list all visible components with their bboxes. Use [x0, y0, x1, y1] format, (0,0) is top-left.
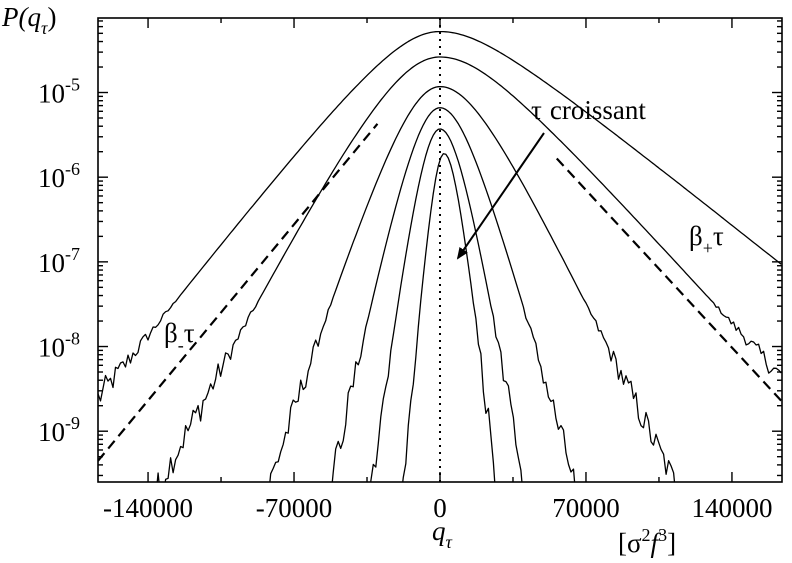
reference-lines-group [98, 123, 782, 462]
x-axis-label-main: q [432, 516, 446, 546]
y-axis-label: P(qτ) [1, 2, 56, 38]
x-tick-label: -70000 [256, 493, 333, 523]
x-axis-unit-mid: f [651, 528, 662, 558]
y-tick-label-base: 10 [38, 248, 65, 278]
x-tick-label: 140000 [691, 493, 772, 523]
y-tick-label-base: 10 [38, 79, 65, 109]
beta-minus-tau: τ [184, 318, 195, 348]
y-tick-label-exponent: -8 [65, 329, 80, 349]
reference-line-beta-minus [98, 123, 379, 462]
x-axis-unit-close: ] [667, 528, 676, 558]
y-tick-label: 10-8 [38, 329, 80, 363]
x-tick-label: 0 [433, 493, 447, 523]
x-axis-label: qτ [432, 516, 453, 552]
beta-plus-beta: β [689, 221, 703, 251]
y-tick-label-base: 10 [38, 163, 65, 193]
y-tick-label-exponent: -6 [65, 159, 80, 179]
beta-plus-tau: τ [713, 221, 724, 251]
x-axis-unit-open: [σ [618, 528, 642, 558]
tau-symbol: τ [531, 95, 542, 125]
beta-plus-sub: + [703, 238, 713, 258]
x-axis-label-sub: τ [446, 532, 453, 552]
y-tick-label: 10-9 [38, 413, 80, 447]
x-tick-label: -140000 [103, 493, 193, 523]
croissant-label: croissant [550, 95, 646, 125]
distribution-curve-3 [269, 85, 676, 482]
y-tick-label: 10-6 [38, 159, 80, 193]
y-tick-label-base: 10 [38, 333, 65, 363]
reference-line-beta-plus [555, 157, 782, 403]
x-tick-label: 70000 [552, 493, 620, 523]
y-tick-label: 10-5 [38, 75, 80, 109]
beta-minus-beta: β [164, 318, 178, 348]
distribution-curve-4 [331, 107, 576, 482]
y-tick-label-exponent: -7 [65, 244, 80, 264]
y-axis-label-main: P(q [1, 2, 41, 32]
y-axis-label-close: ) [47, 2, 56, 32]
ticks-group: -140000 -70000 0 70000 14000010-510-610-710-… [38, 18, 782, 523]
beta-minus-annotation: β-τ [164, 318, 195, 355]
beta-plus-annotation: β+τ [689, 221, 724, 258]
y-tick-label: 10-7 [38, 244, 80, 278]
x-axis-unit: [σ2f3] [618, 525, 676, 558]
x-axis-unit-sup1: 2 [642, 525, 651, 545]
beta-minus-sub: - [178, 335, 184, 355]
x-axis-unit-sup2: 3 [658, 525, 667, 545]
series-group [98, 30, 782, 482]
tau-croissant-annotation: τ croissant [531, 95, 646, 125]
distribution-curve-1 [98, 30, 782, 402]
y-axis-label-sub: τ [41, 18, 48, 38]
y-tick-label-exponent: -9 [65, 413, 80, 433]
distribution-curve-5 [370, 128, 523, 482]
y-tick-label-base: 10 [38, 417, 65, 447]
distribution-curve-2 [156, 56, 782, 482]
tau-croissant-arrow [456, 132, 545, 260]
y-tick-label-exponent: -5 [65, 75, 80, 95]
distribution-curve-6 [402, 153, 496, 482]
